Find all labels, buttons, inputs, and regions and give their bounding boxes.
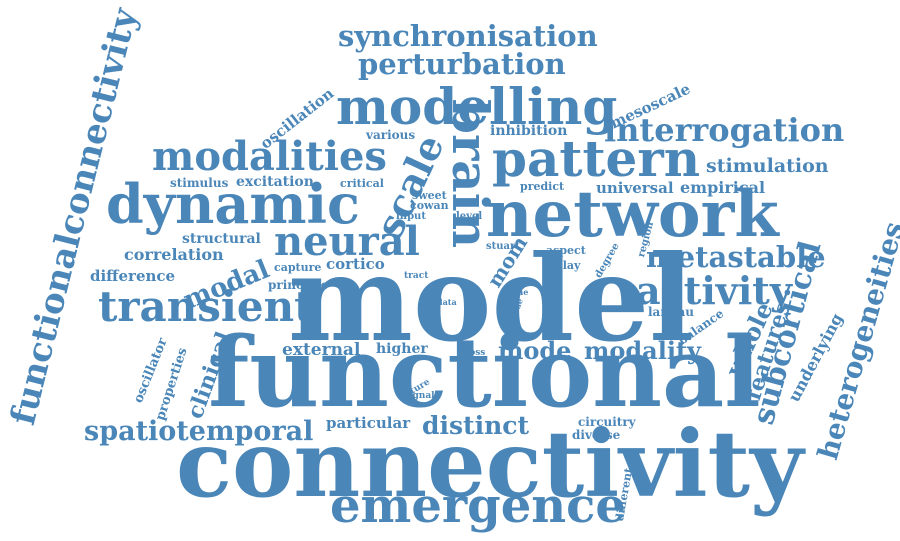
word-functional: functional [208, 316, 761, 429]
word-wilson: wilson [580, 302, 620, 315]
word-circuitry: circuitry [578, 415, 636, 429]
word-metastable: metastable [646, 240, 826, 274]
word-higher: higher [376, 341, 428, 357]
word-sweet: sweet [412, 189, 447, 202]
word-structural: structural [182, 231, 261, 247]
word-emergence: emergence [330, 478, 626, 534]
word-correlation: correlation [124, 245, 224, 264]
word-diverse: diverse [572, 428, 621, 442]
word-signal: signal [404, 391, 435, 401]
word-modelling: modelling [336, 77, 618, 136]
word-modalities: modalities [152, 133, 387, 180]
word-cortico: cortico [326, 255, 385, 273]
word-synchronisation: synchronisation [338, 19, 598, 53]
word-delay: delay [548, 259, 581, 272]
word-dynamic: dynamic [106, 172, 360, 236]
word-particular: particular [326, 414, 411, 432]
word-time: time [508, 287, 529, 297]
word-empirical: empirical [680, 178, 766, 197]
word-tract: tract [404, 271, 429, 281]
word-capture: capture [274, 261, 322, 274]
word-activity: activity [636, 268, 792, 313]
word-aspect: aspect [546, 244, 586, 257]
word-excitation: excitation [236, 174, 314, 190]
word-cross: cross [459, 348, 486, 358]
word-spatiotemporal: spatiotemporal [84, 416, 314, 447]
word-principle: principle [268, 278, 329, 292]
word-model: model [288, 229, 694, 368]
word-various: various [366, 128, 416, 142]
word-brain: brain [441, 99, 500, 249]
word-critical: critical [340, 177, 384, 190]
word-modality: modality [584, 336, 701, 365]
word-distinct: distinct [422, 411, 530, 440]
word-stuart: stuart [486, 241, 520, 252]
word-transient: transient [98, 282, 314, 331]
word-cowan: cowan [410, 199, 449, 212]
word-mode: mode [498, 336, 572, 365]
word-input: input [396, 211, 426, 222]
word-inhibition: inhibition [490, 123, 568, 139]
word-data: data [437, 297, 457, 307]
word-predict: predict [520, 180, 565, 193]
word-level: level [456, 211, 483, 222]
word-connectivity: connectivity [176, 410, 804, 518]
word-external: external [282, 340, 361, 360]
word-network: network [486, 177, 779, 252]
word-pattern: pattern [492, 129, 701, 188]
word-neural: neural [274, 218, 420, 265]
word-difference: difference [90, 267, 176, 285]
word-perturbation: perturbation [358, 47, 566, 81]
word-stimulus: stimulus [170, 176, 229, 190]
word-stimulation: stimulation [706, 155, 829, 177]
word-interrogation: interrogation [604, 111, 845, 149]
word-landau: landau [648, 305, 694, 319]
word-universal: universal [596, 179, 674, 197]
